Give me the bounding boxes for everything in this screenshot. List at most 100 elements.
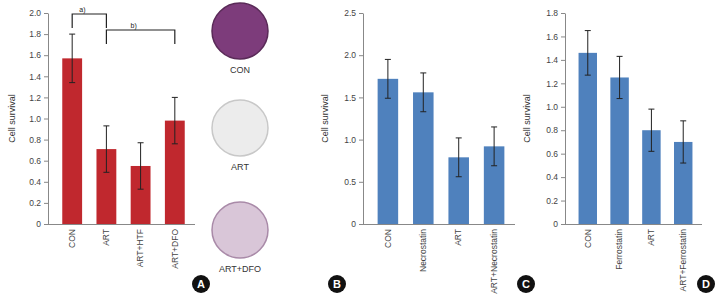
y-tick: 1.2 bbox=[546, 79, 565, 89]
plate-image bbox=[212, 3, 268, 59]
y-tick-label: 0.4 bbox=[546, 172, 558, 182]
y-tick: 0.5 bbox=[344, 177, 363, 187]
y-tick-label: 0.8 bbox=[29, 135, 41, 145]
x-tick: ART+HTF bbox=[135, 224, 145, 267]
x-tick-label: ART+HTF bbox=[135, 229, 145, 267]
error-bar bbox=[456, 138, 462, 177]
panel-letter: C bbox=[517, 275, 535, 293]
error-bar bbox=[585, 31, 591, 76]
y-tick: 2.0 bbox=[29, 8, 48, 18]
y-tick-mark bbox=[561, 224, 565, 225]
y-tick-mark bbox=[44, 203, 48, 204]
x-axis: CON Necrostatin ART ART+Necrostatin bbox=[363, 224, 515, 294]
y-tick-label: 1.6 bbox=[546, 32, 558, 42]
x-tick-label: ART bbox=[646, 229, 656, 246]
y-tick: 1.5 bbox=[344, 93, 363, 103]
y-tick-mark bbox=[561, 83, 565, 84]
y-tick: 1.6 bbox=[546, 32, 565, 42]
y-axis-title: Cell survival bbox=[7, 94, 17, 143]
significance-bracket bbox=[72, 14, 106, 28]
y-axis-title: Cell survival bbox=[320, 94, 330, 143]
bar bbox=[62, 58, 82, 224]
y-tick-label: 0 bbox=[351, 219, 356, 229]
y-tick: 1.0 bbox=[344, 135, 363, 145]
y-axis: 00.20.40.60.81.01.21.41.61.82.0 bbox=[29, 8, 48, 229]
y-tick-mark bbox=[359, 224, 363, 225]
y-tick-mark bbox=[561, 154, 565, 155]
y-tick-mark bbox=[44, 13, 48, 14]
y-tick-mark bbox=[44, 97, 48, 98]
y-tick-label: 2.0 bbox=[29, 8, 41, 18]
x-tick-label: CON bbox=[67, 229, 77, 248]
y-tick: 1.4 bbox=[546, 55, 565, 65]
y-tick: 1.8 bbox=[546, 8, 565, 18]
x-tick-label: ART bbox=[101, 229, 111, 246]
y-tick-mark bbox=[359, 55, 363, 56]
x-axis: CONFerrostatinARTART+Ferrostatin bbox=[565, 224, 702, 291]
x-axis-line bbox=[363, 224, 515, 225]
y-tick-label: 2.0 bbox=[344, 50, 356, 60]
y-axis-title: Cell survival bbox=[522, 94, 532, 143]
x-tick: ART+DFO bbox=[170, 224, 180, 269]
x-tick-label: ART+Necrostatin bbox=[489, 229, 499, 294]
bar bbox=[610, 77, 628, 224]
panel-letter: D bbox=[697, 275, 715, 293]
y-tick: 0 bbox=[36, 219, 48, 229]
x-tick: CON bbox=[383, 224, 393, 248]
y-tick-mark bbox=[44, 140, 48, 141]
error-bar bbox=[385, 59, 391, 98]
x-tick: ART+Necrostatin bbox=[489, 224, 499, 294]
panel-letter-badge bbox=[697, 275, 715, 293]
y-tick: 0 bbox=[553, 219, 565, 229]
x-tick-label: Ferrostatin bbox=[614, 229, 624, 270]
y-tick-label: 0.8 bbox=[546, 125, 558, 135]
x-tick-label: CON bbox=[383, 229, 393, 248]
y-tick: 2.5 bbox=[344, 8, 363, 18]
y-tick-label: 1.2 bbox=[29, 93, 41, 103]
error-bar bbox=[138, 143, 144, 189]
panel-letter: B bbox=[328, 275, 346, 293]
panel-letter-badge bbox=[192, 275, 210, 293]
y-tick-mark bbox=[44, 182, 48, 183]
plot-area bbox=[579, 31, 693, 224]
y-tick-label: 1.2 bbox=[546, 79, 558, 89]
error-bar bbox=[680, 121, 686, 163]
y-tick-label: 1.4 bbox=[546, 55, 558, 65]
y-tick-mark bbox=[561, 130, 565, 131]
x-tick: Necrostatin bbox=[418, 224, 428, 272]
y-tick-label: 0.4 bbox=[29, 177, 41, 187]
y-tick-mark bbox=[561, 107, 565, 108]
plot-area bbox=[62, 34, 184, 224]
panel-letter: A bbox=[192, 275, 210, 293]
y-tick-mark bbox=[359, 97, 363, 98]
y-axis: 0 0.5 1.0 1.5 2.0 2.5 bbox=[344, 8, 363, 229]
y-tick: 1.6 bbox=[29, 50, 48, 60]
error-bar bbox=[69, 34, 75, 83]
error-bar bbox=[420, 73, 426, 112]
y-tick: 0.2 bbox=[29, 198, 48, 208]
x-tick: CON bbox=[582, 224, 592, 248]
x-tick: ART bbox=[453, 224, 463, 246]
y-tick-label: 1.6 bbox=[29, 50, 41, 60]
y-tick-label: 0 bbox=[553, 219, 558, 229]
y-tick-mark bbox=[561, 201, 565, 202]
y-tick: 1.2 bbox=[29, 93, 48, 103]
significance-bracket bbox=[106, 30, 174, 44]
y-tick-label: 1.0 bbox=[546, 102, 558, 112]
y-tick: 1.8 bbox=[29, 29, 48, 39]
significance-label: b) bbox=[131, 22, 137, 30]
y-tick: 0.6 bbox=[546, 149, 565, 159]
y-tick-label: 0.2 bbox=[29, 198, 41, 208]
y-tick-label: 1.8 bbox=[546, 8, 558, 18]
bar bbox=[378, 79, 399, 224]
x-tick-label: CON bbox=[582, 229, 592, 248]
y-tick-mark bbox=[44, 119, 48, 120]
y-tick-label: 0 bbox=[36, 219, 41, 229]
y-tick: 0.8 bbox=[546, 125, 565, 135]
error-bar bbox=[172, 97, 178, 143]
y-tick-label: 0.6 bbox=[546, 149, 558, 159]
image-label: ART bbox=[231, 162, 249, 172]
y-tick-label: 0.2 bbox=[546, 196, 558, 206]
x-tick: ART bbox=[101, 224, 111, 246]
x-axis: CON ART ART+HTF ART+DFO bbox=[48, 224, 195, 269]
